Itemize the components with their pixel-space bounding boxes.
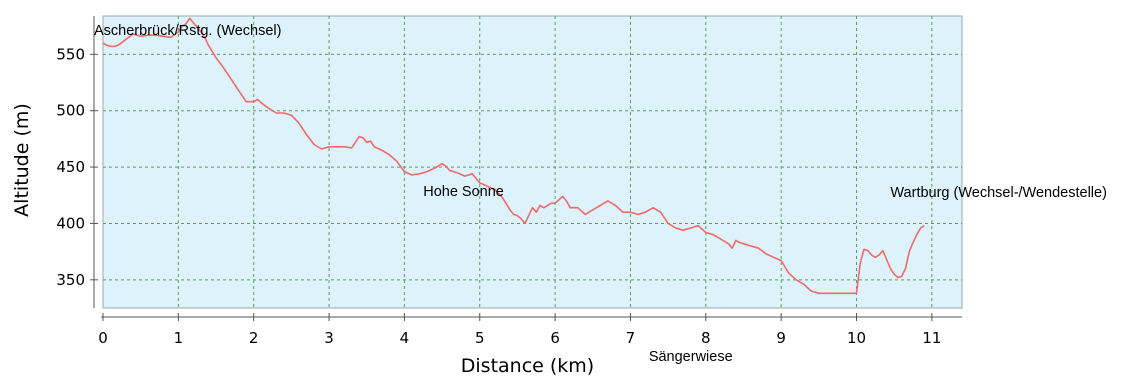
y-tick-label: 450 [56, 158, 85, 176]
x-tick-label: 2 [249, 329, 259, 347]
x-axis-title: Distance (km) [461, 355, 594, 377]
y-tick-label: 400 [56, 214, 85, 232]
x-tick-label: 9 [776, 329, 786, 347]
x-tick-label: 11 [922, 329, 941, 347]
y-axis: 350 400 450 500 550 [56, 45, 98, 289]
x-tick-label: 5 [475, 329, 485, 347]
x-tick-label: 3 [324, 329, 334, 347]
x-tick-label: 0 [98, 329, 108, 347]
grid-lines [103, 16, 962, 308]
y-tick-label: 500 [56, 102, 85, 120]
y-axis-title: Altitude (m) [11, 103, 33, 217]
plot-area [102, 15, 963, 309]
waypoint-label: Wartburg (Wechsel-/Wendestelle) [890, 185, 1107, 201]
y-tick-label: 550 [56, 45, 85, 63]
x-tick-label: 8 [701, 329, 711, 347]
waypoint-label: Hohe Sonne [423, 184, 504, 200]
waypoint-labels: Ascherbrück/Rstg. (Wechsel) Hohe Sonne War… [94, 23, 1107, 365]
x-tick-label: 4 [400, 329, 410, 347]
x-tick-label: 10 [847, 329, 866, 347]
x-tick-label: 6 [550, 329, 560, 347]
x-axis: 0 1 2 3 4 5 6 7 8 9 10 11 [98, 313, 941, 347]
x-tick-label: 1 [174, 329, 184, 347]
altitude-series-line [102, 17, 925, 295]
y-tick-label: 350 [56, 271, 85, 289]
waypoint-label: Ascherbrück/Rstg. (Wechsel) [94, 23, 281, 39]
waypoint-label: Sängerwiese [649, 349, 733, 365]
x-tick-label: 7 [626, 329, 636, 347]
